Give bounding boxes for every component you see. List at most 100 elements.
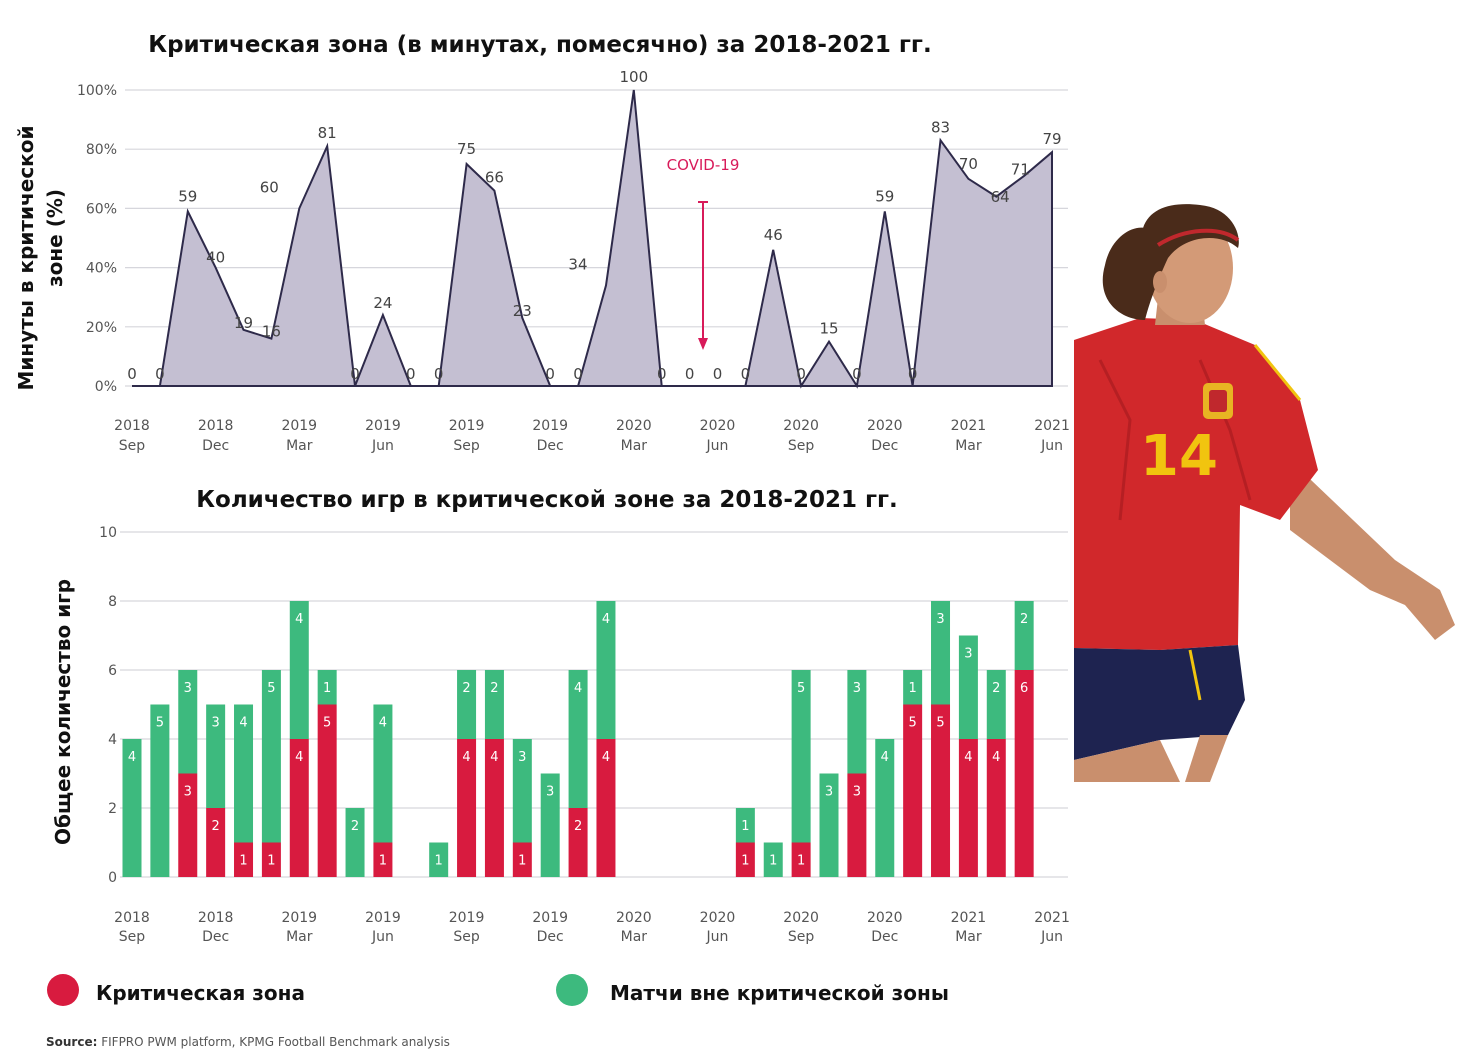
top-data-label: 60 xyxy=(260,178,279,196)
bar-critical-label: 4 xyxy=(992,750,1000,765)
bar-critical-label: 1 xyxy=(379,854,387,869)
bar-noncritical xyxy=(986,670,1006,739)
bottom-x-tick-month: Sep xyxy=(453,929,480,945)
bar-noncritical-label: 4 xyxy=(602,612,610,627)
bottom-chart-title: Количество игр в критической зоне за 201… xyxy=(196,487,898,513)
top-data-label: 66 xyxy=(485,169,504,187)
bar-critical xyxy=(234,842,254,877)
bar-critical-label: 1 xyxy=(741,854,749,869)
top-x-tick-month: Sep xyxy=(788,438,815,454)
bottom-x-tick-year: 2020 xyxy=(616,910,652,926)
top-x-tick-month: Sep xyxy=(453,438,480,454)
bar-noncritical-label: 5 xyxy=(267,681,275,696)
bar-noncritical-label: 1 xyxy=(323,681,331,696)
bottom-chart-x-ticks: 2018 Sep 2018 Dec 2019 Mar 2019 Jun 2019 Sep 2019 D… xyxy=(114,910,1070,945)
source-text: FIFPRO PWM platform, KPMG Football Bench… xyxy=(97,1035,450,1049)
top-x-tick-month: Dec xyxy=(537,438,564,454)
top-data-label: 83 xyxy=(931,118,950,136)
top-data-label: 46 xyxy=(764,226,783,244)
bar-noncritical-label: 3 xyxy=(853,681,861,696)
bar-noncritical-label: 5 xyxy=(797,681,805,696)
bar-critical-label: 6 xyxy=(1020,681,1028,696)
bottom-x-tick-month: Sep xyxy=(788,929,815,945)
top-data-label: 0 xyxy=(908,365,918,383)
bar-critical-label: 5 xyxy=(323,716,331,731)
bar-critical-label: 4 xyxy=(964,750,972,765)
top-data-label: 71 xyxy=(1011,161,1030,179)
bottom-x-tick-month: Jun xyxy=(1040,929,1063,945)
bottom-x-tick-month: Jun xyxy=(706,929,729,945)
top-y-tick-label: 40% xyxy=(86,261,117,277)
top-x-tick-month: Jun xyxy=(371,438,394,454)
bar-noncritical xyxy=(596,601,616,739)
top-x-tick-month: Dec xyxy=(871,438,898,454)
bar-critical-label: 3 xyxy=(853,785,861,800)
bar-noncritical-label: 3 xyxy=(936,612,944,627)
bar-noncritical xyxy=(206,704,226,808)
legend-swatch-noncritical xyxy=(556,974,588,1006)
source-note: Source: FIFPRO PWM platform, KPMG Footba… xyxy=(46,1035,450,1049)
top-data-label: 0 xyxy=(685,365,695,383)
top-data-label: 0 xyxy=(713,365,723,383)
bar-critical xyxy=(1014,670,1034,877)
bar-noncritical xyxy=(289,601,309,739)
top-data-label: 40 xyxy=(206,249,225,267)
bottom-y-tick-label: 2 xyxy=(108,801,117,817)
bar-noncritical xyxy=(178,670,198,774)
top-x-tick-year: 2020 xyxy=(616,418,652,434)
bottom-x-tick-month: Mar xyxy=(955,929,982,945)
top-y-tick-label: 20% xyxy=(86,320,117,336)
bar-critical xyxy=(317,704,337,877)
bar-noncritical xyxy=(345,808,365,877)
bottom-x-tick-year: 2019 xyxy=(449,910,485,926)
bar-noncritical xyxy=(1014,601,1034,670)
top-x-tick-month: Jun xyxy=(706,438,729,454)
top-data-label: 0 xyxy=(155,365,165,383)
top-data-label: 59 xyxy=(178,187,197,205)
bar-noncritical xyxy=(763,842,783,877)
bar-noncritical xyxy=(568,670,588,808)
bar-noncritical-label: 3 xyxy=(546,785,554,800)
bar-noncritical xyxy=(735,808,755,843)
bottom-x-tick-year: 2018 xyxy=(114,910,150,926)
top-data-label: 0 xyxy=(127,365,137,383)
bar-noncritical-label: 2 xyxy=(351,819,359,834)
bar-noncritical xyxy=(931,601,951,705)
bottom-x-tick-month: Sep xyxy=(119,929,146,945)
top-data-label: 23 xyxy=(513,302,532,320)
bottom-x-tick-month: Dec xyxy=(537,929,564,945)
bottom-x-tick-year: 2020 xyxy=(783,910,819,926)
bar-noncritical-label: 1 xyxy=(908,681,916,696)
bottom-chart-ylabel: Общее количество игр xyxy=(51,579,75,845)
top-x-tick-month: Mar xyxy=(621,438,648,454)
bar-noncritical xyxy=(819,773,839,877)
bar-noncritical xyxy=(903,670,923,705)
top-data-label: 0 xyxy=(434,365,444,383)
bottom-x-tick-year: 2020 xyxy=(867,910,903,926)
top-x-tick-year: 2021 xyxy=(951,418,987,434)
bar-noncritical-label: 1 xyxy=(769,854,777,869)
bar-noncritical-label: 2 xyxy=(1020,612,1028,627)
top-data-label: 75 xyxy=(457,140,476,158)
bottom-x-tick-year: 2018 xyxy=(198,910,234,926)
bar-critical xyxy=(484,739,504,877)
bar-noncritical-label: 3 xyxy=(825,785,833,800)
bar-critical-label: 4 xyxy=(490,750,498,765)
bottom-x-tick-year: 2020 xyxy=(700,910,736,926)
bottom-x-tick-year: 2019 xyxy=(281,910,317,926)
top-x-tick-year: 2019 xyxy=(281,418,317,434)
top-x-tick-month: Mar xyxy=(286,438,313,454)
legend-label-critical: Критическая зона xyxy=(96,981,305,1005)
bottom-chart-y-ticks: 0 2 4 6 8 10 xyxy=(99,525,117,886)
bar-critical xyxy=(847,773,867,877)
bar-noncritical-label: 5 xyxy=(156,716,164,731)
bottom-x-tick-year: 2021 xyxy=(951,910,987,926)
bar-critical-label: 2 xyxy=(574,819,582,834)
bar-critical xyxy=(289,739,309,877)
bar-critical-label: 1 xyxy=(239,854,247,869)
legend-swatch-critical xyxy=(47,974,79,1006)
bar-noncritical-label: 2 xyxy=(462,681,470,696)
bar-critical-label: 4 xyxy=(602,750,610,765)
bar-critical xyxy=(512,842,532,877)
